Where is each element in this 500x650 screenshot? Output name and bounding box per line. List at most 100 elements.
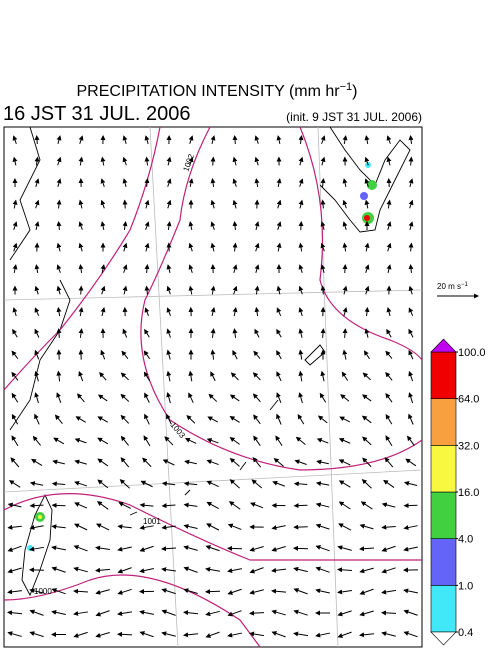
wind-arrow	[364, 135, 370, 145]
wind-arrow	[183, 502, 198, 508]
wind-arrow	[205, 545, 220, 552]
wind-arrow	[118, 502, 131, 509]
wind-arrow	[121, 350, 129, 359]
wind-arrow	[227, 568, 242, 574]
colorbar-segment	[430, 585, 457, 633]
wind-arrow	[297, 413, 305, 425]
reference-vector-label: 20 m s−1	[437, 282, 469, 291]
wind-arrow	[120, 372, 129, 381]
wind-arrow	[144, 156, 150, 166]
wind-arrow	[293, 481, 308, 487]
lat-line	[3, 289, 423, 493]
wind-arrow	[362, 394, 372, 402]
wind-arrow	[183, 588, 198, 594]
wind-arrow	[272, 480, 286, 487]
wind-arrow	[230, 372, 239, 381]
wind-arrow	[166, 328, 172, 338]
wind-arrow	[144, 285, 150, 295]
wind-arrow	[144, 199, 150, 209]
wind-arrow	[293, 609, 308, 616]
wind-arrow	[11, 350, 19, 359]
wind-arrow	[408, 242, 414, 252]
wind-arrow	[271, 631, 286, 638]
wind-arrow	[34, 413, 40, 425]
wind-arrow	[188, 392, 194, 403]
wind-arrow	[74, 438, 87, 444]
wind-arrow	[361, 415, 372, 424]
colorbar-tick-label: 64.0	[458, 394, 479, 406]
wind-arrow	[381, 524, 396, 530]
wind-arrow	[51, 609, 66, 615]
wind-arrow	[232, 156, 238, 166]
wind-arrow	[227, 610, 242, 617]
wind-arrow	[188, 135, 194, 144]
wind-arrow	[73, 566, 88, 573]
wind-arrow	[144, 413, 150, 425]
graticule	[3, 126, 423, 648]
wind-arrow	[74, 459, 87, 465]
wind-arrow	[271, 567, 287, 573]
wind-arrow	[97, 458, 109, 467]
ref-text: 20 m s	[437, 282, 461, 291]
wind-arrow	[7, 589, 23, 595]
wind-arrow	[144, 242, 150, 252]
colorbar-tick-label: 16.0	[458, 487, 479, 499]
wind-arrow	[97, 479, 109, 489]
wind-arrow	[254, 242, 260, 252]
wind-arrow	[320, 370, 326, 382]
wind-arrow	[7, 524, 22, 530]
wind-arrow	[56, 156, 62, 166]
wind-arrow	[7, 610, 23, 616]
wind-arrow	[315, 632, 330, 638]
wind-arrow	[143, 371, 151, 381]
wind-arrow	[360, 501, 373, 510]
wind-arrow	[206, 438, 219, 444]
wind-arrow	[408, 221, 414, 230]
wind-arrow	[408, 285, 414, 295]
wind-arrow	[338, 459, 351, 466]
wind-arrow	[144, 135, 150, 144]
wind-arrow	[340, 394, 350, 402]
wind-arrow	[359, 588, 374, 595]
wind-arrow	[95, 545, 110, 551]
wind-arrow	[386, 307, 392, 317]
wind-arrow	[29, 546, 44, 552]
wind-arrow	[229, 394, 240, 402]
wind-arrow	[337, 567, 353, 573]
wind-arrow	[117, 631, 133, 637]
wind-arrow	[254, 285, 260, 295]
wind-arrow	[337, 631, 352, 638]
valid-time: 16 JST 31 JUL. 2006	[3, 103, 191, 125]
wind-arrow	[227, 588, 242, 595]
wind-arrow	[183, 545, 198, 551]
wind-arrow	[144, 392, 150, 403]
wind-arrow	[276, 328, 282, 338]
wind-arrow	[315, 481, 330, 487]
wind-arrow	[342, 242, 348, 252]
wind-arrow	[293, 545, 308, 551]
wind-arrow	[210, 221, 216, 230]
wind-arrow	[232, 199, 238, 209]
wind-arrow	[249, 610, 265, 616]
wind-arrow	[139, 567, 154, 574]
precip-cell	[38, 515, 42, 519]
wind-arrow	[364, 178, 370, 187]
wind-arrow	[229, 479, 240, 489]
wind-arrow	[386, 135, 392, 144]
wind-arrow	[229, 457, 240, 467]
wind-arrow	[56, 178, 62, 187]
wind-arrow	[403, 546, 418, 552]
wind-arrow	[122, 221, 128, 231]
wind-arrow	[210, 285, 216, 295]
wind-arrow	[122, 199, 128, 209]
wind-arrow	[229, 416, 240, 423]
wind-arrow	[29, 588, 44, 594]
wind-arrow	[276, 135, 282, 145]
wind-arrow	[341, 371, 349, 381]
wind-arrow	[276, 242, 282, 252]
wind-arrow	[183, 566, 198, 573]
coast-japan	[319, 126, 411, 233]
wind-arrow	[385, 371, 393, 381]
wind-arrow	[298, 264, 304, 273]
wind-arrow	[408, 307, 414, 316]
